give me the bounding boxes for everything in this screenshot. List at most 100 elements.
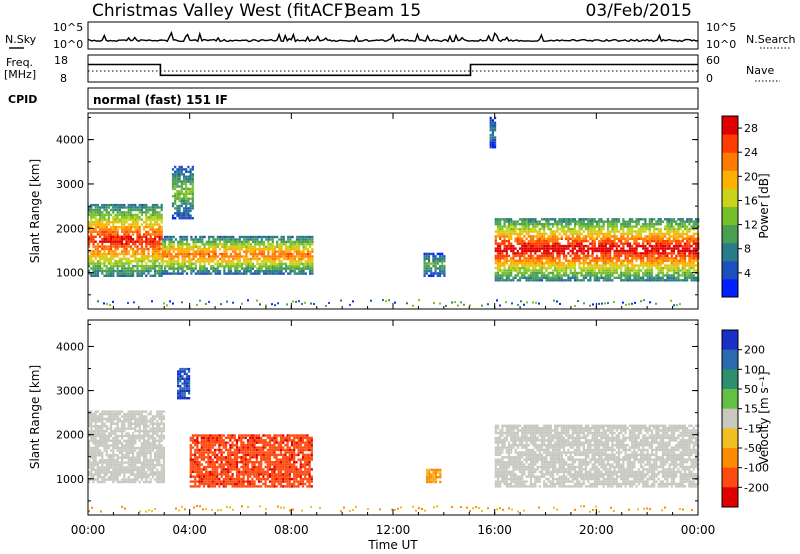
power-ground-scatter <box>406 302 408 305</box>
velocity-ground-scatter <box>679 507 681 510</box>
velocity-ground-scatter <box>202 508 204 511</box>
power-colorbar-tick: 8 <box>744 243 751 256</box>
velocity-ground-scatter <box>397 507 399 510</box>
power-ground-scatter <box>526 301 528 304</box>
velocity-ground-scatter <box>181 505 183 508</box>
power-ground-scatter <box>631 302 633 305</box>
power-ground-scatter <box>556 300 558 303</box>
velocity-ground-scatter <box>259 505 261 508</box>
power-ytick-label: 1000 <box>56 267 84 280</box>
velocity-panel: 1000 2000 3000 4000 Slant Range [km] <box>28 319 700 516</box>
velocity-colorbar-swatch <box>722 349 738 370</box>
power-ground-scatter <box>205 302 207 305</box>
velocity-ground-scatter <box>100 510 102 513</box>
velocity-ground-scatter <box>610 506 612 509</box>
beam-label: Beam 15 <box>345 1 421 21</box>
velocity-ground-scatter <box>661 509 663 512</box>
power-ground-scatter <box>103 302 105 305</box>
power-colorbar-swatch <box>722 206 738 226</box>
power-colorbar-label: Power [dB] <box>757 173 771 238</box>
velocity-ground-scatter <box>499 507 501 510</box>
power-ground-scatter <box>259 303 261 306</box>
power-ground-scatter <box>607 302 609 305</box>
power-ground-scatter <box>589 304 591 307</box>
power-ground-scatter <box>505 301 507 304</box>
velocity-axis: 1000 2000 3000 4000 <box>56 323 698 502</box>
power-ytick-label: 3000 <box>56 178 84 191</box>
velocity-ground-scatter <box>523 509 525 512</box>
velocity-colorbar-swatch <box>722 467 738 488</box>
power-ground-scatter <box>535 301 537 304</box>
velocity-ground-scatter <box>451 505 453 508</box>
power-colorbar-tick: 20 <box>744 170 758 183</box>
velocity-ground-scatter <box>433 506 435 509</box>
power-ground-scatter <box>97 300 99 303</box>
power-ground-scatter <box>643 299 645 302</box>
velocity-ground-scatter <box>583 505 585 508</box>
velocity-region <box>189 434 313 488</box>
velocity-ground-scatter <box>628 508 630 511</box>
power-ground-scatter <box>433 302 435 305</box>
power-ground-scatter <box>583 302 585 305</box>
power-ground-scatter <box>613 301 615 304</box>
power-ground-scatter <box>574 304 576 307</box>
velocity-region <box>494 424 700 488</box>
power-ground-scatter <box>313 303 315 306</box>
noise-right-label: N.Search <box>746 33 796 46</box>
velocity-ytick-label: 4000 <box>56 340 84 353</box>
velocity-colorbar-label: Velocity [m s⁻¹] <box>757 371 771 464</box>
power-ground-scatter <box>454 301 456 304</box>
velocity-ground-scatter <box>595 505 597 508</box>
power-ground-scatter <box>127 301 129 304</box>
velocity-ground-scatter <box>469 510 471 513</box>
velocity-ground-scatter <box>151 510 153 513</box>
power-ground-scatter <box>301 302 303 305</box>
velocity-ground-scatter <box>247 506 249 509</box>
x-axis: 00:00 04:00 08:00 12:00 16:00 20:00 00:00 <box>71 113 715 537</box>
power-colorbar-tick: 12 <box>744 219 758 232</box>
power-ground-scatter <box>385 300 387 303</box>
power-ground-scatter <box>460 301 462 304</box>
velocity-ground-scatter <box>289 509 291 512</box>
power-ground-scatter <box>298 300 300 303</box>
noise-tick-bottom-left: 10^0 <box>53 38 83 51</box>
power-ground-scatter <box>553 299 555 302</box>
power-ground-scatter <box>487 303 489 306</box>
velocity-ground-scatter <box>598 510 600 513</box>
power-ground-scatter <box>109 304 111 307</box>
velocity-ground-scatter <box>280 506 282 509</box>
power-colorbar-swatch <box>722 134 738 153</box>
power-ytick-label: 2000 <box>56 222 84 235</box>
velocity-ground-scatter <box>379 508 381 511</box>
velocity-ground-scatter <box>475 506 477 509</box>
velocity-ground-scatter <box>301 509 303 512</box>
velocity-ground-scatter <box>502 508 504 511</box>
station-title: Christmas Valley West (fitACF) <box>92 1 350 21</box>
power-ground-scatter <box>634 301 636 304</box>
power-ground-scatter <box>295 300 297 303</box>
freq-line <box>88 63 698 77</box>
power-region <box>494 218 700 282</box>
velocity-colorbar-swatch <box>722 369 738 390</box>
power-ground-scatter <box>181 301 183 304</box>
velocity-region <box>88 410 165 484</box>
freq-tick-18: 18 <box>54 54 68 67</box>
power-ground-scatter <box>463 303 465 306</box>
velocity-ground-scatter <box>265 508 267 511</box>
power-region <box>88 203 163 277</box>
power-ground-scatter <box>523 303 525 306</box>
power-region <box>489 116 497 149</box>
power-colorbar-tick: 28 <box>744 122 758 135</box>
power-colorbar-tick: 16 <box>744 194 758 207</box>
power-ground-scatter <box>271 303 273 306</box>
power-ground-scatter <box>352 300 354 303</box>
velocity-ground-scatter <box>508 507 510 510</box>
velocity-ground-scatter <box>196 505 198 508</box>
freq-panel: Freq. [MHz] 18 8 60 0 Nave <box>4 54 780 85</box>
power-ground-scatter <box>172 302 174 305</box>
velocity-ground-scatter <box>217 509 219 512</box>
velocity-ground-scatter <box>400 506 402 509</box>
velocity-region <box>177 367 191 400</box>
power-ground-scatter <box>310 302 312 305</box>
velocity-ground-scatter <box>496 508 498 511</box>
